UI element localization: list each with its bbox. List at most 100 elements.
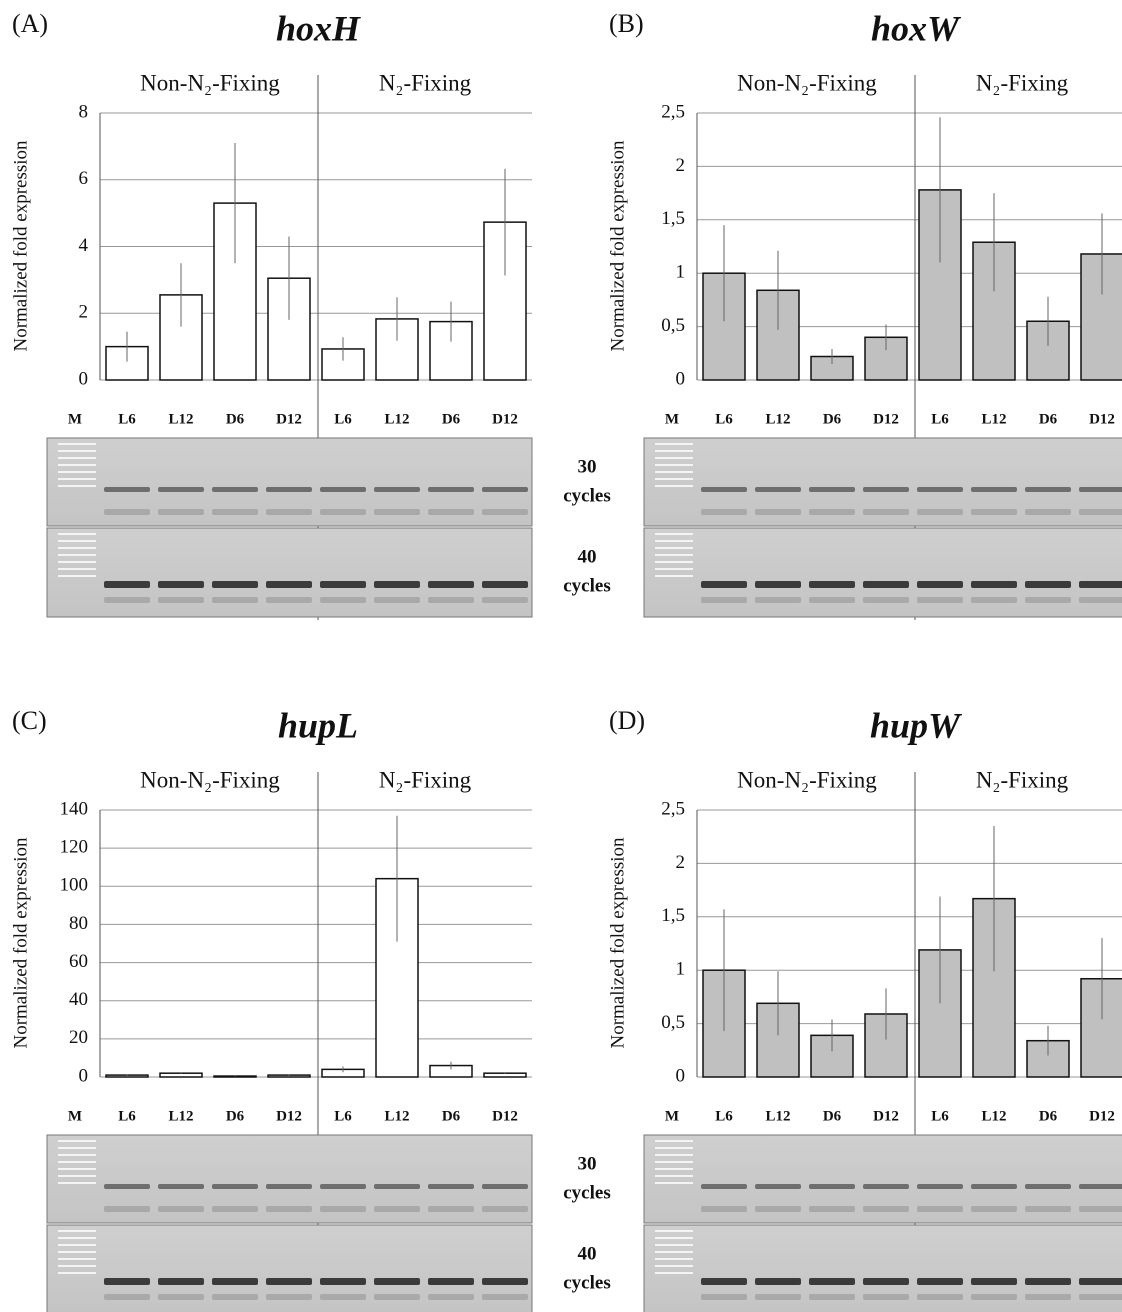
gel-band <box>212 509 258 515</box>
group-label: N₂-Fixing <box>976 70 1069 95</box>
gel-band <box>212 1206 258 1212</box>
ladder-band <box>58 485 96 487</box>
gel-band <box>917 597 963 603</box>
gel-band <box>863 597 909 603</box>
gel-band <box>971 487 1017 492</box>
x-tick-label: D6 <box>226 411 245 427</box>
cycles-label: cycles <box>563 1182 610 1203</box>
panel: (C)hupLNon-N₂-FixingN₂-FixingNormalized … <box>10 705 610 1312</box>
cycles-label: 30 <box>578 456 597 477</box>
gel-image <box>644 528 1122 617</box>
gel-band <box>1025 1294 1071 1300</box>
gel-band <box>1079 1294 1122 1300</box>
x-tick-label: D6 <box>823 1108 842 1124</box>
x-tick-label: L6 <box>931 1108 949 1124</box>
gel-band <box>917 1278 963 1285</box>
cycles-label: cycles <box>563 485 610 506</box>
x-tick-label: D12 <box>492 1108 518 1124</box>
x-tick-label: L12 <box>384 1108 409 1124</box>
gel-band <box>755 1278 801 1285</box>
ladder-band <box>58 554 96 556</box>
gel-band <box>482 509 528 515</box>
gel-band <box>428 1184 474 1189</box>
panel-label: (C) <box>12 706 47 735</box>
chart-title: hupW <box>870 705 963 745</box>
group-label: N₂-Fixing <box>976 767 1069 792</box>
gel-band <box>212 487 258 492</box>
x-tick-label: D6 <box>442 1108 461 1124</box>
x-tick-label: D6 <box>1039 1108 1058 1124</box>
gel-band <box>809 597 855 603</box>
gel-band <box>104 1184 150 1189</box>
gel-band <box>266 1206 312 1212</box>
marker-label: M <box>68 411 82 427</box>
ladder-band <box>655 540 693 542</box>
x-tick-label: L12 <box>384 411 409 427</box>
ladder-band <box>58 1147 96 1149</box>
gel-band <box>755 597 801 603</box>
cycles-label: cycles <box>563 1272 610 1293</box>
gel-band <box>212 597 258 603</box>
gel-band <box>917 1294 963 1300</box>
x-tick-label: D12 <box>873 411 899 427</box>
ladder-band <box>58 1272 96 1274</box>
ladder-band <box>655 1161 693 1163</box>
gel-band <box>374 597 420 603</box>
x-tick-label: L6 <box>334 1108 352 1124</box>
x-tick-label: L12 <box>168 411 193 427</box>
x-tick-label: L12 <box>765 411 790 427</box>
gel-band <box>320 1278 366 1285</box>
gel-band <box>320 597 366 603</box>
gel-band <box>755 487 801 492</box>
x-tick-label: D6 <box>442 411 461 427</box>
gel-band <box>428 597 474 603</box>
gel-band <box>428 509 474 515</box>
gel-band <box>755 1184 801 1189</box>
y-tick-label: 4 <box>79 235 89 256</box>
chart-title: hoxH <box>276 8 361 48</box>
ladder-band <box>58 568 96 570</box>
y-tick-label: 6 <box>79 168 89 189</box>
gel-band <box>1079 1184 1122 1189</box>
gel-band <box>701 597 747 603</box>
ladder-band <box>58 547 96 549</box>
ladder-band <box>58 471 96 473</box>
gel-band <box>374 1184 420 1189</box>
gel-band <box>482 1294 528 1300</box>
cycles-label: cycles <box>563 575 610 596</box>
gel-band <box>809 1184 855 1189</box>
group-label: Non-N₂-Fixing <box>140 767 280 792</box>
ladder-band <box>58 1182 96 1184</box>
gel-band <box>158 581 204 588</box>
gel-band <box>428 1294 474 1300</box>
gel-band <box>104 581 150 588</box>
gel-band <box>917 1184 963 1189</box>
gel-band <box>482 487 528 492</box>
gel-band <box>971 1294 1017 1300</box>
gel-band <box>104 1206 150 1212</box>
gel-band <box>971 1184 1017 1189</box>
ladder-band <box>655 1154 693 1156</box>
gel-band <box>158 597 204 603</box>
x-tick-label: D6 <box>823 411 842 427</box>
y-tick-label: 0 <box>676 1065 686 1086</box>
gel-band <box>158 1278 204 1285</box>
ladder-band <box>655 533 693 535</box>
ladder-band <box>58 1154 96 1156</box>
y-tick-label: 1 <box>676 262 686 283</box>
panel: (D)hupWNon-N₂-FixingN₂-FixingNormalized … <box>607 705 1122 1312</box>
gel-band <box>1079 487 1122 492</box>
gel-band <box>158 1206 204 1212</box>
gel-band <box>266 597 312 603</box>
gel-band <box>482 1206 528 1212</box>
y-tick-label: 2 <box>79 302 89 323</box>
gel-band <box>755 1206 801 1212</box>
y-tick-label: 60 <box>69 951 88 972</box>
gel-band <box>1025 1278 1071 1285</box>
gel-band <box>104 597 150 603</box>
page: (A)hoxHNon-N₂-FixingN₂-FixingNormalized … <box>0 0 1122 1312</box>
y-axis-label: Normalized fold expression <box>607 837 628 1049</box>
gel-band <box>482 581 528 588</box>
ladder-band <box>58 1168 96 1170</box>
ladder-band <box>655 554 693 556</box>
